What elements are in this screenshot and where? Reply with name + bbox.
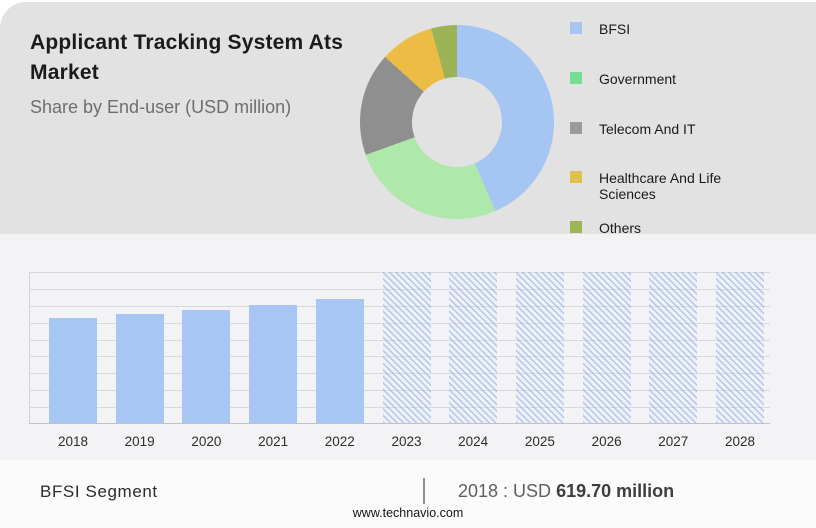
legend-item: Government [570, 71, 749, 87]
page-title: Applicant Tracking System Ats Market [30, 31, 344, 84]
legend-swatch [570, 122, 582, 134]
x-tick-label: 2026 [591, 434, 622, 449]
bar-2022 [315, 299, 364, 423]
x-tick-label: 2019 [124, 434, 155, 449]
bar-2019 [115, 314, 164, 423]
footer-value-prefix: 2018 : USD [458, 481, 557, 501]
title-block: Applicant Tracking System Ats Market Sha… [30, 28, 360, 118]
footer-separator [423, 478, 425, 504]
legend-swatch [570, 72, 582, 84]
forecast-bar-2025 [515, 272, 564, 423]
donut-hole [412, 77, 502, 167]
legend-item: Healthcare And Life Sciences [570, 170, 749, 202]
forecast-bar-2027 [649, 272, 698, 423]
forecast-bar-2028 [716, 272, 764, 423]
y-axis-line [29, 272, 30, 424]
forecast-bar-2026 [582, 272, 631, 423]
legend-label: Others [599, 220, 642, 236]
bar-2021 [249, 304, 298, 423]
x-tick-label: 2023 [391, 434, 422, 449]
legend-item: Others [570, 220, 749, 236]
forecast-bar-2023 [382, 272, 431, 423]
x-tick-label: 2028 [724, 434, 756, 449]
legend-label: Government [599, 71, 677, 87]
legend-item: BFSI [570, 21, 749, 37]
legend-swatch [570, 22, 582, 34]
legend-swatch [570, 221, 582, 233]
x-tick-label: 2020 [191, 434, 222, 449]
legend-label: Telecom And IT [599, 121, 696, 137]
donut-legend: BFSI Government Telecom And IT Healthcare A… [570, 2, 800, 236]
legend-label: Healthcare And Life Sciences [599, 170, 722, 202]
website-link[interactable]: www.technavio.com [352, 506, 464, 520]
x-tick-label: 2027 [658, 434, 689, 449]
bar-chart-panel: 2018 2019 2020 2021 2022 2023 2024 2025 2026 2027… [0, 234, 816, 528]
page-subtitle: Share by End-user (USD million) [30, 97, 292, 117]
x-tick-label: 2024 [458, 434, 489, 449]
forecast-bar-2024 [449, 272, 498, 423]
legend-item: Telecom And IT [570, 121, 749, 137]
x-axis-baseline [29, 423, 770, 424]
legend-label: BFSI [599, 21, 631, 37]
footer-value-bold: 619.70 million [556, 481, 675, 501]
legend-swatch [570, 171, 582, 183]
donut-chart [360, 25, 554, 219]
footer-bar: BFSI Segment 2018 : USD 619.70 million w… [0, 460, 816, 528]
header-panel: Applicant Tracking System Ats Market Sha… [0, 2, 816, 236]
x-tick-label: 2018 [57, 434, 89, 449]
bar-2020 [182, 309, 231, 423]
x-axis-labels: 2018 2019 2020 2021 2022 2023 2024 2025 2026 2027… [29, 434, 770, 452]
x-tick-label: 2025 [524, 434, 555, 449]
bar-chart-plot-area [29, 272, 770, 424]
x-tick-label: 2021 [258, 434, 289, 449]
x-tick-label: 2022 [324, 434, 355, 449]
segment-label: BFSI Segment [40, 482, 158, 501]
bar-2018 [49, 318, 97, 423]
footer-value: 2018 : USD 619.70 million [458, 481, 674, 502]
